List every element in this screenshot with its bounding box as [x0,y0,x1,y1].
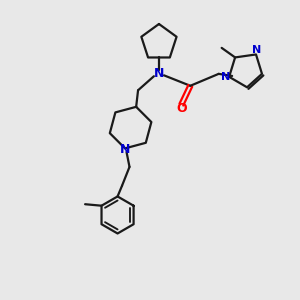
Text: N: N [154,68,164,80]
Text: N: N [120,143,130,156]
Text: N: N [220,72,230,82]
Text: O: O [176,102,187,115]
Text: N: N [252,45,261,55]
